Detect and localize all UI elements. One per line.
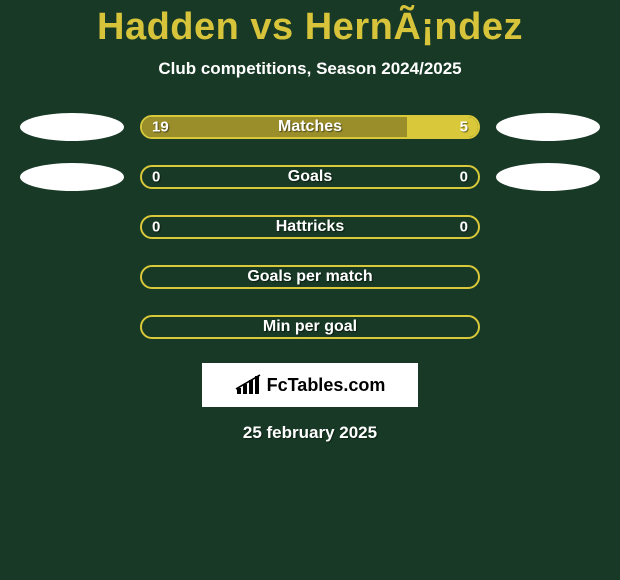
stat-value-left: 0 [152,169,160,186]
stat-label: Matches [278,118,342,136]
page-title: Hadden vs HernÃ¡ndez [97,6,523,49]
stat-bar: Goals per match [140,265,480,289]
player-right-avatar [496,313,600,341]
stat-rows: 19 Matches 5 0 Goals 0 0 Hattricks 0 Goals per ma… [0,113,620,341]
stat-label: Goals per match [247,268,372,286]
bar-chart-icon [235,374,261,396]
stat-value-right: 0 [460,219,468,236]
player-right-avatar [496,263,600,291]
player-left-avatar [20,113,124,141]
bar-fill-left [142,117,407,137]
player-right-avatar [496,213,600,241]
stat-bar: 19 Matches 5 [140,115,480,139]
player-left-avatar [20,263,124,291]
player-left-avatar [20,213,124,241]
stat-label: Hattricks [276,218,344,236]
stat-row: 0 Goals 0 [0,163,620,191]
logo-box: FcTables.com [202,363,418,407]
stat-bar: 0 Goals 0 [140,165,480,189]
stat-row: Goals per match [0,263,620,291]
logo-text: FcTables.com [267,375,386,396]
stat-value-left: 0 [152,219,160,236]
subtitle: Club competitions, Season 2024/2025 [158,59,461,79]
player-right-avatar [496,163,600,191]
stat-value-right: 5 [460,119,468,136]
stat-row: Min per goal [0,313,620,341]
stat-bar: 0 Hattricks 0 [140,215,480,239]
stat-label: Goals [288,168,332,186]
player-right-avatar [496,113,600,141]
date-label: 25 february 2025 [243,423,377,443]
player-left-avatar [20,163,124,191]
stat-row: 0 Hattricks 0 [0,213,620,241]
stat-value-right: 0 [460,169,468,186]
stat-value-left: 19 [152,119,169,136]
stat-bar: Min per goal [140,315,480,339]
player-left-avatar [20,313,124,341]
comparison-infographic: Hadden vs HernÃ¡ndez Club competitions, … [0,0,620,580]
stat-row: 19 Matches 5 [0,113,620,141]
stat-label: Min per goal [263,318,357,336]
